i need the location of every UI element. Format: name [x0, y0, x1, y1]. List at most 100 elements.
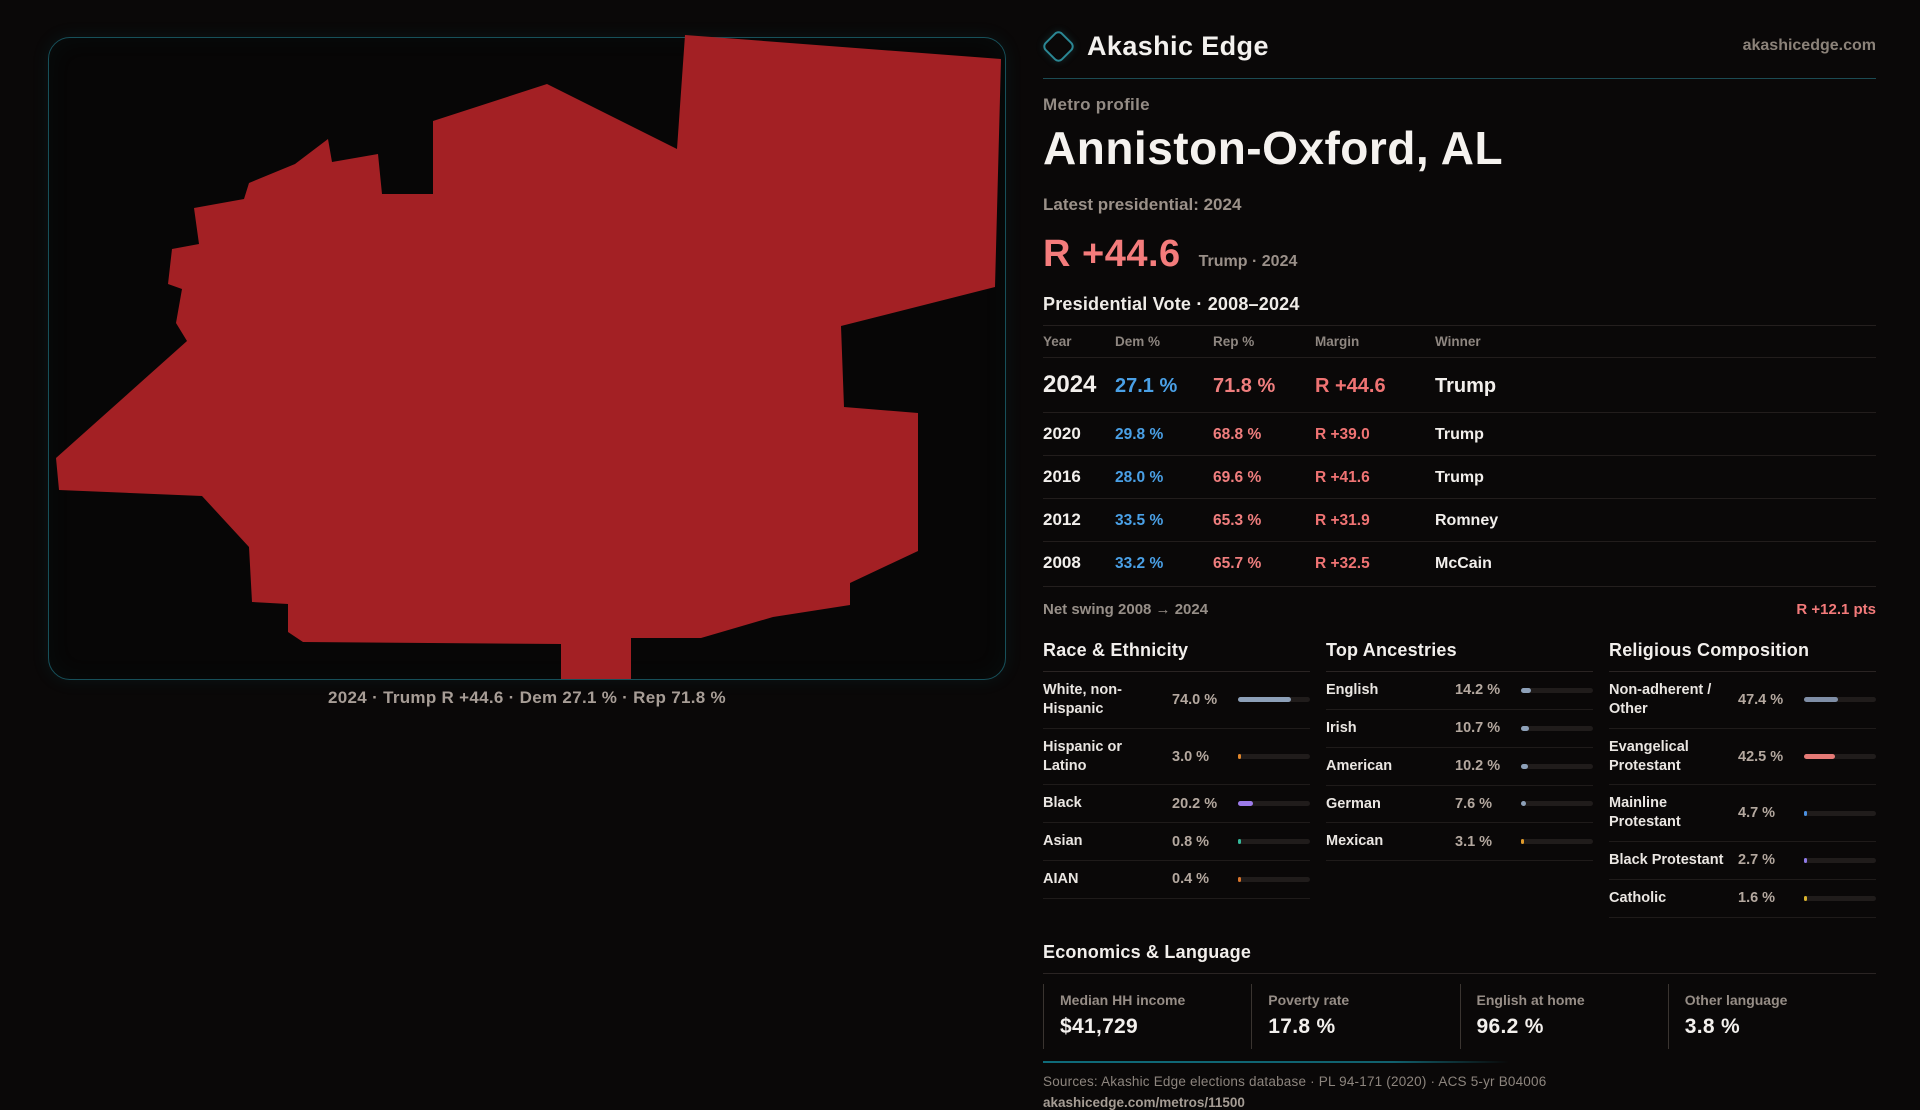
margin-value: R +44.6 — [1315, 375, 1386, 397]
demo-bar-fill — [1521, 839, 1524, 845]
net-swing-label: Net swing 2008 → 2024 — [1043, 601, 1209, 618]
religion-row: Mainline Protestant 4.7 % — [1609, 785, 1876, 843]
demo-bar-fill — [1521, 687, 1531, 693]
headline-detail: Trump · 2024 — [1198, 253, 1298, 270]
election-year: 2024 — [1043, 371, 1097, 398]
demo-label: Mainline Protestant — [1609, 795, 1681, 831]
religion-row: Non-adherent / Other 47.4 % — [1609, 672, 1876, 729]
kicker: Metro profile — [1043, 95, 1150, 114]
demo-bar-fill — [1521, 725, 1529, 731]
winner-name: Trump — [1435, 375, 1497, 397]
demo-label: German — [1326, 795, 1381, 812]
race-row: Hispanic or Latino 3.0 % — [1043, 729, 1310, 786]
religion-row: Black Protestant 2.7 % — [1609, 842, 1876, 880]
religion-rows: Non-adherent / Other 47.4 % Evangelical Pr… — [1609, 671, 1876, 918]
ancestries-section: Top Ancestries English 14.2 % Irish 10.7 % A… — [1326, 634, 1593, 918]
rep-share: 68.8 % — [1213, 426, 1262, 443]
demo-bar-track — [1238, 839, 1310, 845]
permalink[interactable]: akashicedge.com/metros/11500 — [1043, 1094, 1245, 1110]
demo-bar-track — [1238, 697, 1310, 703]
page-title: Anniston-Oxford, AL — [1043, 122, 1504, 174]
demo-value: 20.2 % — [1172, 795, 1218, 812]
header-divider — [1043, 78, 1876, 79]
ancestries-row: American 10.2 % — [1326, 748, 1593, 786]
demo-bar-fill — [1804, 697, 1838, 703]
col-year: Year — [1043, 334, 1072, 349]
demo-bar-fill — [1238, 801, 1253, 807]
demo-bar-track — [1238, 876, 1310, 882]
demo-value: 1.6 % — [1738, 890, 1776, 907]
brand-name: Akashic Edge — [1087, 30, 1269, 61]
col-winner: Winner — [1435, 334, 1481, 349]
race-ethnicity-title: Race & Ethnicity — [1043, 640, 1189, 660]
election-row: 2016 28.0 % 69.6 % R +41.6 Trump — [1043, 455, 1876, 498]
net-swing-value: R +12.1 pts — [1796, 601, 1876, 618]
demo-value: 4.7 % — [1738, 805, 1776, 822]
demo-bar-track — [1238, 754, 1310, 760]
election-row: 2008 33.2 % 65.7 % R +32.5 McCain — [1043, 541, 1876, 584]
rep-share: 65.7 % — [1213, 555, 1262, 572]
demo-label: Black — [1043, 795, 1082, 812]
economics-divider — [1043, 972, 1876, 974]
metro-map — [56, 35, 1001, 679]
demo-value: 10.2 % — [1455, 758, 1501, 775]
winner-name: Trump — [1435, 426, 1484, 443]
election-table: Year Dem % Rep % Margin Winner 2024 27.1 … — [1043, 325, 1876, 584]
race-ethnicity-rows: White, non-Hispanic 74.0 % Hispanic or Lat… — [1043, 671, 1310, 899]
demo-bar-track — [1804, 754, 1876, 760]
headline-margin: R +44.6 — [1043, 233, 1181, 275]
dem-share: 28.0 % — [1115, 469, 1164, 486]
demo-label: Irish — [1326, 719, 1357, 736]
col-dem: Dem % — [1115, 334, 1161, 349]
demo-bar-fill — [1238, 839, 1241, 845]
metro-shape — [56, 35, 1001, 679]
margin-value: R +41.6 — [1315, 469, 1370, 486]
religion-title: Religious Composition — [1609, 640, 1810, 660]
election-year: 2012 — [1043, 510, 1081, 529]
demo-label: Hispanic or Latino — [1043, 738, 1122, 774]
stat-value: $41,729 — [1060, 1014, 1139, 1038]
demo-bar-fill — [1238, 876, 1241, 882]
demo-bar-track — [1804, 857, 1876, 863]
headline-margin-row: R +44.6 Trump · 2024 — [1043, 233, 1876, 276]
brand-domain-link[interactable]: akashicedge.com — [1742, 37, 1876, 54]
rep-share: 69.6 % — [1213, 469, 1262, 486]
brand-diamond-icon — [1040, 28, 1077, 64]
profile-panel: Akashic Edge akashicedge.com Metro profi… — [1040, 28, 1876, 1110]
demo-value: 7.6 % — [1455, 795, 1493, 812]
election-year: 2020 — [1043, 424, 1081, 443]
dem-share: 29.8 % — [1115, 426, 1164, 443]
dem-share: 27.1 % — [1115, 375, 1178, 397]
col-margin: Margin — [1315, 334, 1360, 349]
demo-label: American — [1326, 757, 1393, 774]
ancestries-row: Irish 10.7 % — [1326, 710, 1593, 748]
demo-label: Catholic — [1609, 889, 1667, 906]
stat-cell: Other language 3.8 % — [1667, 983, 1876, 1049]
header: Akashic Edge akashicedge.com — [1040, 28, 1876, 64]
demo-value: 0.8 % — [1172, 833, 1210, 850]
demo-label: Non-adherent / Other — [1609, 682, 1712, 717]
demo-bar-fill — [1521, 763, 1528, 769]
demo-bar-fill — [1804, 754, 1835, 760]
margin-value: R +32.5 — [1315, 555, 1370, 572]
demo-value: 74.0 % — [1172, 691, 1218, 708]
demo-label: Asian — [1043, 833, 1083, 850]
winner-name: Trump — [1435, 469, 1484, 486]
race-ethnicity-section: Race & Ethnicity White, non-Hispanic 74.0… — [1043, 634, 1310, 918]
ancestries-rows: English 14.2 % Irish 10.7 % American 10.2 % Ge… — [1326, 671, 1593, 862]
margin-value: R +39.0 — [1315, 426, 1370, 443]
demo-bar-fill — [1804, 857, 1807, 863]
ancestries-row: German 7.6 % — [1326, 786, 1593, 824]
stat-cell: Poverty rate 17.8 % — [1251, 983, 1459, 1049]
stat-value: 3.8 % — [1684, 1014, 1740, 1038]
map-caption: 2024 · Trump R +44.6 · Dem 27.1 % · Rep … — [328, 688, 726, 707]
race-row: White, non-Hispanic 74.0 % — [1043, 672, 1310, 729]
margin-value: R +31.9 — [1315, 512, 1370, 529]
col-rep: Rep % — [1213, 334, 1255, 349]
economics-title: Economics & Language — [1043, 941, 1252, 962]
election-table-title: Presidential Vote · 2008–2024 — [1043, 294, 1300, 314]
stat-label: English at home — [1476, 991, 1585, 1008]
election-year: 2016 — [1043, 467, 1081, 486]
demo-label: Evangelical Protestant — [1609, 738, 1689, 774]
winner-name: Romney — [1435, 512, 1499, 529]
